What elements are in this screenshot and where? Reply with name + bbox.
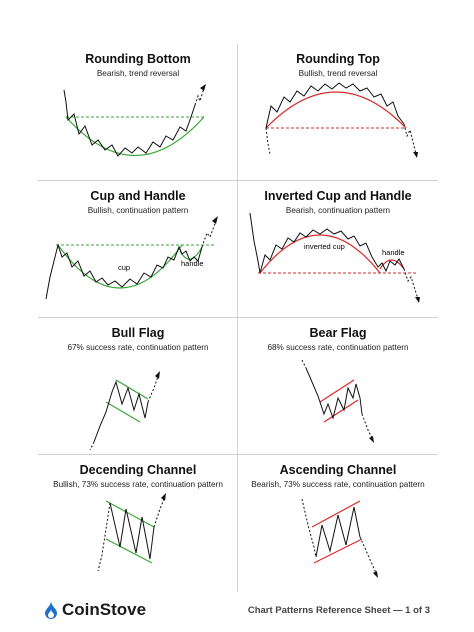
inverted-cup-and-handle-diagram: inverted cup handle: [249, 212, 420, 303]
bull-flag-diagram: [89, 371, 160, 451]
pattern-subtitle: 67% success rate, continuation pattern: [67, 343, 209, 352]
pattern-title: Inverted Cup and Handle: [264, 189, 412, 203]
pattern-title: Decending Channel: [79, 463, 197, 477]
handle-label: handle: [382, 248, 405, 257]
row-divider: [38, 454, 438, 455]
cup-label: cup: [118, 263, 130, 272]
pattern-title: Bull Flag: [111, 326, 165, 340]
pattern-rounding-top: Rounding Top Bullish, trend reversal: [238, 44, 438, 181]
pattern-rounding-bottom: Rounding Bottom Bearish, trend reversal: [38, 44, 238, 181]
pattern-bull-flag: Bull Flag 67% success rate, continuation…: [38, 318, 238, 455]
pattern-bear-flag: Bear Flag 68% success rate, continuation…: [238, 318, 438, 455]
ascending-channel-diagram: [301, 498, 378, 578]
column-divider: [237, 44, 238, 592]
bear-flag-diagram: [301, 359, 374, 443]
pattern-title: Ascending Channel: [279, 463, 397, 477]
brand-name: CoinStove: [62, 600, 147, 619]
pattern-subtitle: Bullish, 73% success rate, continuation …: [53, 480, 223, 489]
pattern-subtitle: Bullish, trend reversal: [298, 69, 378, 78]
decending-channel-diagram: [97, 493, 166, 572]
pattern-decending-channel: Decending Channel Bullish, 73% success r…: [38, 455, 238, 592]
rounding-top-diagram: [265, 82, 418, 158]
handle-label: handle: [181, 259, 204, 268]
cup-and-handle-diagram: cup handle: [45, 216, 218, 300]
pattern-title: Cup and Handle: [90, 189, 186, 203]
pattern-title: Bear Flag: [309, 326, 367, 340]
flame-drop-icon: [45, 601, 57, 619]
pattern-subtitle: Bullish, continuation pattern: [87, 206, 189, 215]
pattern-subtitle: Bearish, trend reversal: [96, 69, 180, 78]
pattern-inverted-cup-and-handle: Inverted Cup and Handle Bearish, continu…: [238, 181, 438, 318]
rounding-bottom-diagram: [63, 84, 206, 157]
pattern-subtitle: Bearish, 73% success rate, continuation …: [251, 480, 425, 489]
pattern-cup-and-handle: Cup and Handle Bullish, continuation pat…: [38, 181, 238, 318]
brand-logo: CoinStove: [44, 600, 146, 620]
pattern-subtitle: 68% success rate, continuation pattern: [267, 343, 409, 352]
inverted-cup-label: inverted cup: [304, 242, 345, 251]
sheet-footnote: Chart Patterns Reference Sheet — 1 of 3: [247, 605, 430, 616]
pattern-title: Rounding Top: [296, 52, 380, 66]
row-divider: [38, 317, 438, 318]
pattern-title: Rounding Bottom: [85, 52, 191, 66]
footer: CoinStove Chart Patterns Reference Sheet…: [0, 592, 474, 632]
pattern-ascending-channel: Ascending Channel Bearish, 73% success r…: [238, 455, 438, 592]
pattern-subtitle: Bearish, continuation pattern: [285, 206, 391, 215]
row-divider: [38, 180, 438, 181]
